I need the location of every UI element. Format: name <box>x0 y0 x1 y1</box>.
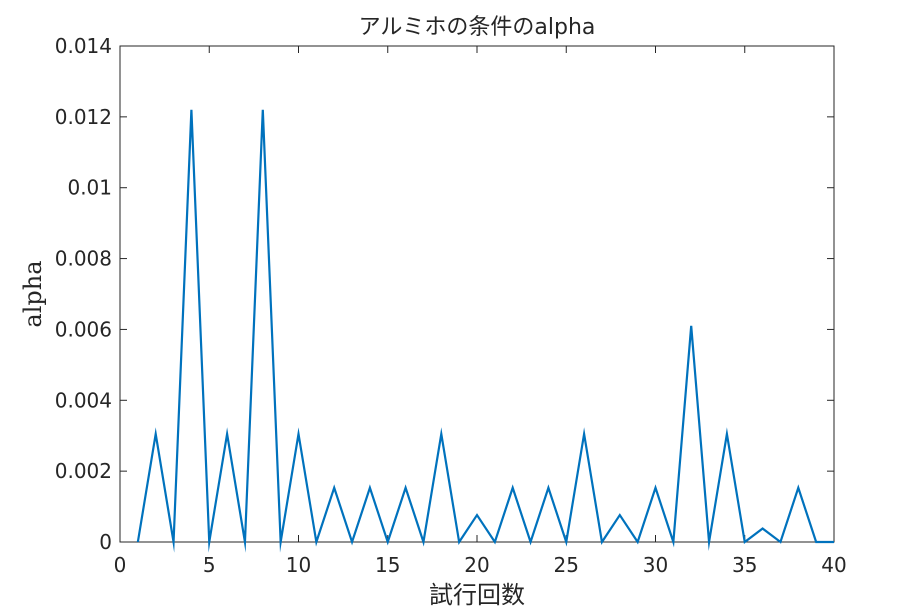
x-tick-label: 0 <box>114 553 127 577</box>
y-tick-label: 0.01 <box>67 176 112 200</box>
series-lines <box>136 109 834 553</box>
x-tick-label: 15 <box>375 553 400 577</box>
y-tick-label: 0.002 <box>55 459 112 483</box>
axes-frame <box>119 45 835 543</box>
axes-box <box>119 45 835 543</box>
y-tick-label: 0 <box>99 530 112 554</box>
x-tick-label: 35 <box>732 553 757 577</box>
y-tick-label: 0.008 <box>55 247 112 271</box>
y-tick-label: 0.006 <box>55 317 112 341</box>
y-tick-label: 0.012 <box>55 105 112 129</box>
x-tick-label: 40 <box>821 553 846 577</box>
series-line-1 <box>136 109 834 553</box>
x-tick-label: 25 <box>554 553 579 577</box>
y-tick-label: 0.004 <box>55 388 112 412</box>
x-tick-label: 20 <box>464 553 489 577</box>
axis-ticks: 0 5 10 15 20 25 30 35 40 0 0.002 0.004 0.006 0.008 0.0… <box>55 34 847 577</box>
x-tick-label: 30 <box>643 553 668 577</box>
x-tick-label: 10 <box>286 553 311 577</box>
chart-title: アルミホの条件のalpha <box>359 15 596 40</box>
y-axis-label: alpha <box>19 260 47 327</box>
y-tick-label: 0.014 <box>55 34 112 58</box>
x-axis-label: 試行回数 <box>429 581 525 609</box>
x-tick-label: 5 <box>203 553 216 577</box>
